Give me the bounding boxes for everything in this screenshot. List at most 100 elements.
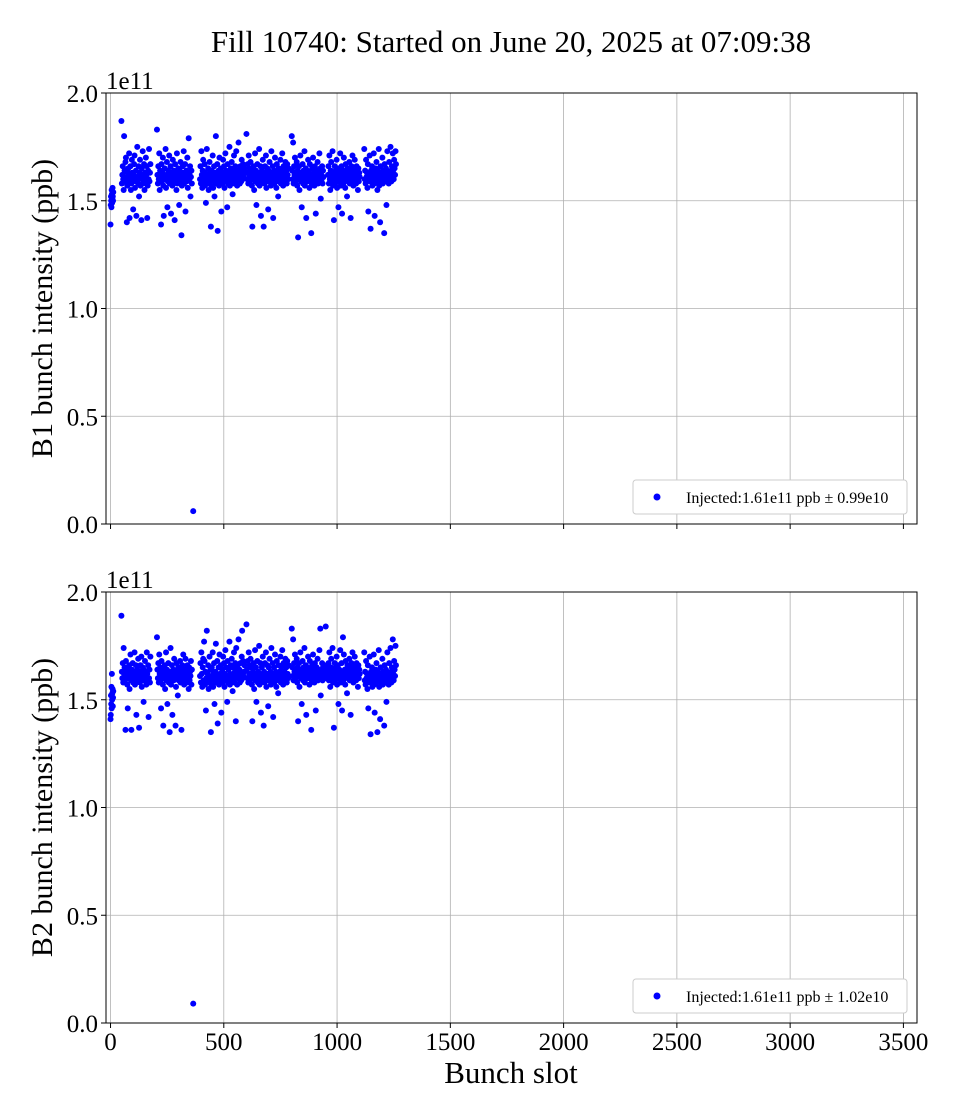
data-point-b1 — [182, 161, 189, 168]
data-point-b1 — [326, 152, 333, 159]
panel-b1: 0.0 0.5 1.0 1.5 2.0 1e11 B1 bunch intensity … — [26, 68, 918, 539]
data-point-b1 — [279, 150, 286, 157]
data-point-b2 — [212, 640, 219, 647]
data-point-b2 — [205, 685, 212, 692]
data-point-b1 — [312, 210, 319, 217]
data-point-b1 — [207, 223, 214, 230]
data-point-b2 — [256, 681, 263, 688]
data-point-b1 — [209, 152, 216, 159]
data-point-b2 — [365, 705, 372, 712]
data-point-b2 — [199, 664, 206, 671]
data-point-b1 — [131, 152, 138, 159]
data-point-b1 — [295, 234, 302, 241]
data-point-b2 — [310, 651, 317, 658]
data-point-b1 — [166, 152, 173, 159]
data-point-b2 — [120, 645, 127, 652]
data-point-b1 — [131, 161, 138, 168]
data-point-b2 — [392, 673, 399, 680]
data-point-b2 — [122, 726, 129, 733]
data-point-b2 — [384, 649, 391, 656]
data-point-b1 — [221, 184, 228, 191]
data-point-b2 — [107, 711, 114, 718]
data-point-b2 — [187, 673, 194, 680]
data-point-b2 — [270, 713, 277, 720]
data-point-b2 — [328, 655, 335, 662]
data-point-b1 — [110, 197, 117, 204]
data-point-b1 — [206, 158, 213, 165]
x-tick-label: 1500 — [425, 1029, 475, 1056]
data-point-b1 — [190, 508, 197, 515]
data-point-b2 — [312, 707, 319, 714]
data-point-b2 — [174, 692, 181, 699]
data-point-b2 — [364, 685, 371, 692]
data-point-b2 — [131, 649, 138, 656]
data-point-b2 — [322, 623, 329, 630]
data-point-b1 — [164, 204, 171, 211]
data-point-b2 — [201, 657, 208, 664]
data-point-b1 — [370, 150, 377, 157]
data-point-b2 — [316, 647, 323, 654]
data-point-b2 — [247, 655, 254, 662]
data-point-b1 — [171, 217, 178, 224]
data-point-b2 — [356, 670, 363, 677]
data-point-b2 — [387, 645, 394, 652]
data-point-b2 — [262, 649, 269, 656]
data-point-b2 — [136, 724, 143, 731]
data-point-b1 — [253, 202, 260, 209]
data-point-b2 — [257, 709, 264, 716]
y-axis-label-b2: B2 bunch intensity (ppb) — [26, 658, 59, 957]
data-point-b1 — [156, 186, 163, 193]
data-point-b2 — [221, 683, 228, 690]
data-point-b1 — [298, 204, 305, 211]
data-point-b2 — [132, 681, 138, 688]
data-point-b1 — [168, 210, 175, 217]
data-point-b1 — [167, 163, 174, 170]
data-point-b1 — [172, 161, 179, 168]
data-point-b2 — [126, 685, 133, 692]
data-point-b2 — [222, 647, 229, 654]
data-point-b2 — [210, 683, 217, 690]
y-tick-label-b1: 2.0 — [67, 81, 98, 108]
data-point-b1 — [342, 184, 349, 191]
data-point-b1 — [310, 154, 317, 161]
data-point-b1 — [392, 161, 399, 168]
data-point-b1 — [228, 158, 235, 165]
data-point-b2 — [259, 653, 266, 660]
data-point-b1 — [126, 214, 133, 221]
data-point-b2 — [326, 649, 333, 656]
data-point-b1 — [235, 139, 242, 146]
data-point-b1 — [184, 184, 191, 191]
data-point-b2 — [178, 726, 185, 733]
data-point-b2 — [166, 729, 173, 736]
data-point-b2 — [143, 649, 150, 656]
data-point-b2 — [110, 688, 117, 695]
data-point-b1 — [160, 212, 167, 219]
data-point-b2 — [209, 649, 216, 656]
data-point-b2 — [214, 657, 221, 664]
data-point-b2 — [335, 701, 342, 708]
y-axis-ticks-b2: 0.0 0.5 1.0 1.5 2.0 — [67, 580, 106, 1038]
data-point-b2 — [317, 625, 324, 632]
legend-label-b1: Injected:1.61e11 ppb ± 0.99e10 — [686, 490, 888, 507]
data-point-b1 — [126, 150, 133, 157]
data-point-b1 — [187, 174, 194, 181]
y-tick-label-b2: 1.0 — [67, 796, 98, 823]
data-point-b1 — [138, 217, 145, 224]
data-point-b2 — [329, 645, 336, 652]
data-point-b1 — [214, 161, 221, 168]
data-point-b1 — [270, 214, 277, 221]
data-point-b1 — [260, 223, 267, 230]
data-point-b2 — [295, 718, 302, 725]
data-point-b2 — [308, 726, 315, 733]
data-point-b1 — [220, 156, 227, 163]
x-axis-ticks-b2: 0 500 1000 1500 2000 2500 3000 3500 — [104, 1023, 928, 1056]
x-axis-ticks-b1 — [110, 524, 904, 529]
data-point-b2 — [147, 653, 154, 660]
data-point-b2 — [389, 636, 396, 643]
data-point-b2 — [158, 705, 165, 712]
data-point-b1 — [365, 208, 372, 215]
data-point-b2 — [330, 724, 337, 731]
data-point-b1 — [392, 171, 399, 178]
data-point-b1 — [317, 195, 324, 202]
